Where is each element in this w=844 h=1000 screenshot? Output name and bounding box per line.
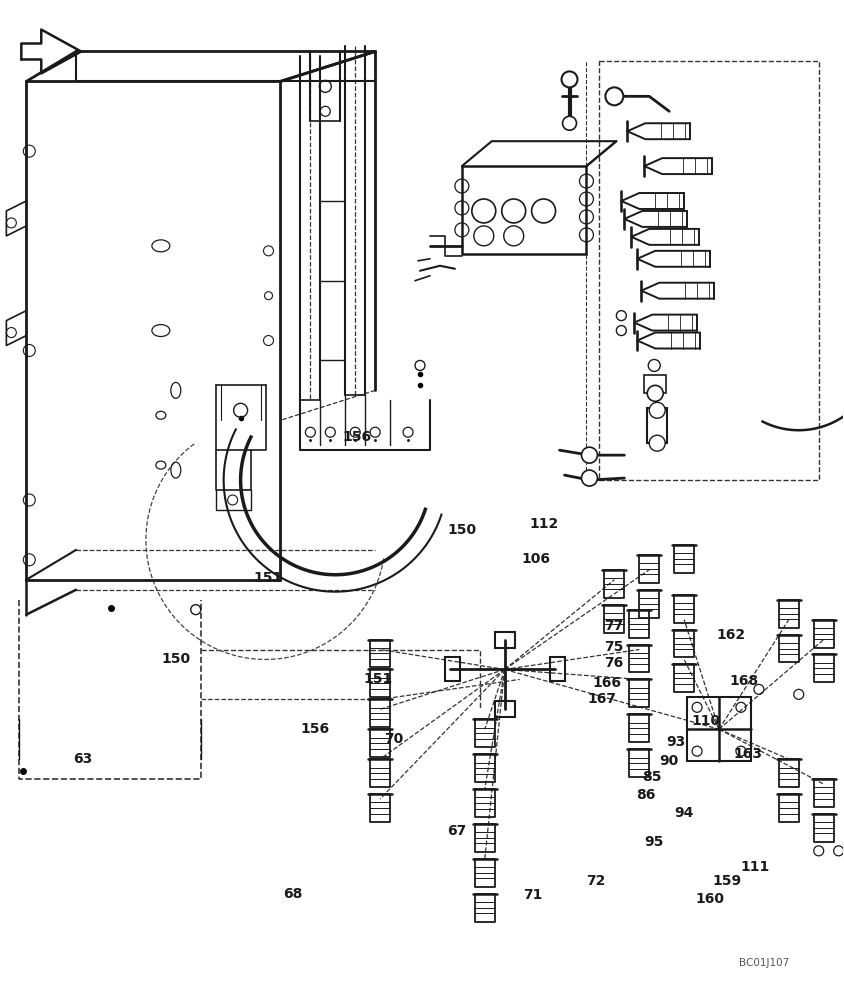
Text: 150: 150 xyxy=(447,523,476,537)
Text: 167: 167 xyxy=(587,692,617,706)
Text: 90: 90 xyxy=(659,754,679,768)
Text: 159: 159 xyxy=(712,874,741,888)
Circle shape xyxy=(504,226,523,246)
Text: 168: 168 xyxy=(730,674,759,688)
Polygon shape xyxy=(21,30,81,73)
Text: 106: 106 xyxy=(522,552,550,566)
Text: 111: 111 xyxy=(740,860,769,874)
Text: 72: 72 xyxy=(586,874,605,888)
Circle shape xyxy=(532,199,555,223)
Text: 95: 95 xyxy=(644,835,663,849)
Text: 156: 156 xyxy=(300,722,329,736)
Text: 75: 75 xyxy=(603,640,623,654)
Text: 160: 160 xyxy=(695,892,724,906)
Circle shape xyxy=(561,71,577,87)
Circle shape xyxy=(649,402,665,418)
Circle shape xyxy=(605,87,624,105)
Bar xyxy=(687,697,751,761)
Text: 94: 94 xyxy=(674,806,694,820)
Circle shape xyxy=(582,470,598,486)
Text: 71: 71 xyxy=(523,888,543,902)
Bar xyxy=(647,408,668,443)
Bar xyxy=(462,166,587,254)
Text: 63: 63 xyxy=(73,752,92,766)
Bar xyxy=(445,657,460,681)
Text: 112: 112 xyxy=(530,517,559,531)
Circle shape xyxy=(563,116,576,130)
Text: 151: 151 xyxy=(254,571,283,585)
Text: 68: 68 xyxy=(284,887,302,901)
Text: 166: 166 xyxy=(592,676,622,690)
Text: 156: 156 xyxy=(342,430,371,444)
Text: BC01J107: BC01J107 xyxy=(739,958,789,968)
Circle shape xyxy=(647,385,663,401)
Text: 150: 150 xyxy=(161,652,191,666)
Text: 86: 86 xyxy=(636,788,655,802)
Bar xyxy=(549,657,565,681)
Text: 163: 163 xyxy=(733,747,762,761)
Text: 162: 162 xyxy=(717,628,745,642)
Bar xyxy=(644,375,666,393)
Circle shape xyxy=(501,199,526,223)
Text: 77: 77 xyxy=(603,619,623,633)
Circle shape xyxy=(649,435,665,451)
Bar xyxy=(495,701,515,717)
Circle shape xyxy=(473,226,494,246)
Text: 70: 70 xyxy=(384,732,403,746)
Circle shape xyxy=(582,447,598,463)
Text: 76: 76 xyxy=(603,656,623,670)
Text: 93: 93 xyxy=(666,735,685,749)
Text: 151: 151 xyxy=(363,672,392,686)
Text: 67: 67 xyxy=(447,824,467,838)
Bar xyxy=(495,632,515,648)
Text: 110: 110 xyxy=(691,714,720,728)
Circle shape xyxy=(472,199,495,223)
Text: 85: 85 xyxy=(642,770,662,784)
